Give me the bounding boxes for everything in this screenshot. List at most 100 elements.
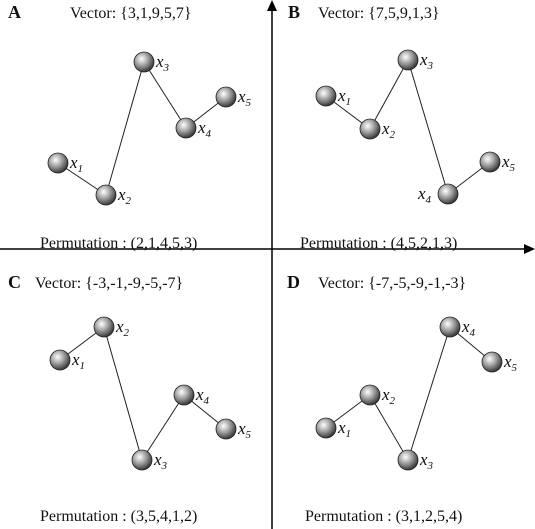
node-name: x <box>195 385 204 404</box>
node-subscript: 1 <box>346 428 352 440</box>
node-name: x <box>71 350 80 369</box>
edge <box>103 326 143 461</box>
permutation-label: Permutation : (2,1,4,5,3) <box>40 235 197 252</box>
node-label: x3 <box>153 450 168 472</box>
edge <box>407 326 451 461</box>
permutation-label: Permutation : (3,5,4,1,2) <box>40 508 197 525</box>
node <box>439 316 461 338</box>
node <box>49 349 71 371</box>
node <box>175 117 197 139</box>
node-label: x4 <box>461 317 476 339</box>
edge <box>143 61 187 129</box>
vector-label: Vector: {-3,-1,-9,-5,-7} <box>35 275 183 292</box>
node-name: x <box>381 385 390 404</box>
node-name: x <box>501 152 510 171</box>
node-label: x5 <box>501 152 516 174</box>
node-label: x3 <box>419 50 434 72</box>
panel-letter: B <box>288 2 300 22</box>
node-label: x1 <box>337 418 351 440</box>
node-name: x <box>503 352 512 371</box>
node <box>133 51 155 73</box>
node-label: x5 <box>237 87 252 109</box>
node-subscript: 5 <box>246 429 252 441</box>
node-subscript: 4 <box>206 128 212 140</box>
node <box>359 118 381 140</box>
node-subscript: 1 <box>346 96 352 108</box>
node-label: x4 <box>417 184 432 206</box>
panel: D Vector: {-7,-5,-9,-1,-3} Permutation : (… <box>287 272 518 525</box>
node <box>481 351 503 373</box>
node-name: x <box>237 419 246 438</box>
node-name: x <box>337 418 346 437</box>
panel-letter: D <box>287 272 300 292</box>
node-subscript: 3 <box>161 460 168 472</box>
node-name: x <box>115 317 124 336</box>
node <box>131 449 153 471</box>
node-subscript: 1 <box>78 163 84 175</box>
node-name: x <box>337 86 346 105</box>
node-subscript: 5 <box>512 362 518 374</box>
node-name: x <box>117 185 126 204</box>
node-subscript: 2 <box>390 129 396 141</box>
node-subscript: 2 <box>390 395 396 407</box>
axis-arrow <box>524 244 535 254</box>
node-subscript: 1 <box>80 360 86 372</box>
node-label: x3 <box>155 52 170 74</box>
panel-letter: C <box>8 272 21 292</box>
node <box>47 152 69 174</box>
panel: A Vector: {3,1,9,5,7} Permutation : (2,1,4… <box>8 2 252 252</box>
vector-label: Vector: {7,5,9,1,3} <box>318 5 440 22</box>
panels: A Vector: {3,1,9,5,7} Permutation : (2,1,4… <box>8 2 518 525</box>
edge <box>105 61 145 196</box>
node-name: x <box>237 87 246 106</box>
node-name: x <box>153 450 162 469</box>
node-label: x2 <box>381 119 396 141</box>
node-label: x1 <box>71 350 85 372</box>
node <box>437 183 459 205</box>
node <box>215 418 237 440</box>
node <box>479 151 501 173</box>
node <box>173 384 195 406</box>
node-subscript: 2 <box>124 327 130 339</box>
node-label: x4 <box>195 385 210 407</box>
node-label: x2 <box>115 317 130 339</box>
node-name: x <box>417 184 426 203</box>
node <box>397 49 419 71</box>
edge <box>369 59 409 130</box>
node-subscript: 4 <box>470 327 476 339</box>
node <box>215 86 237 108</box>
node <box>315 417 337 439</box>
node-subscript: 4 <box>204 395 210 407</box>
axis-arrow <box>267 0 277 11</box>
node-label: x2 <box>381 385 396 407</box>
node-label: x4 <box>197 118 212 140</box>
edge <box>369 394 409 461</box>
node-subscript: 5 <box>510 162 516 174</box>
node-name: x <box>381 119 390 138</box>
node-label: x5 <box>237 419 252 441</box>
node-name: x <box>419 50 428 69</box>
node <box>93 316 115 338</box>
vector-label: Vector: {-7,-5,-9,-1,-3} <box>318 275 466 292</box>
node-label: x2 <box>117 185 132 207</box>
node-label: x1 <box>69 153 83 175</box>
node <box>315 85 337 107</box>
node-name: x <box>197 118 206 137</box>
node-subscript: 3 <box>427 60 434 72</box>
node-name: x <box>69 153 78 172</box>
node-subscript: 3 <box>163 62 170 74</box>
panel: B Vector: {7,5,9,1,3} Permutation : (4,5,2… <box>288 2 516 252</box>
node-name: x <box>461 317 470 336</box>
edge <box>141 394 185 461</box>
node <box>95 184 117 206</box>
node-subscript: 3 <box>427 460 434 472</box>
permutation-label: Permutation : (3,1,2,5,4) <box>305 508 462 525</box>
node-name: x <box>419 450 428 469</box>
node <box>359 384 381 406</box>
edge <box>407 59 449 195</box>
permutation-label: Permutation : (4,5,2,1,3) <box>300 235 457 252</box>
panel: C Vector: {-3,-1,-9,-5,-7} Permutation : (… <box>8 272 252 525</box>
node <box>397 449 419 471</box>
node-subscript: 5 <box>246 97 252 109</box>
